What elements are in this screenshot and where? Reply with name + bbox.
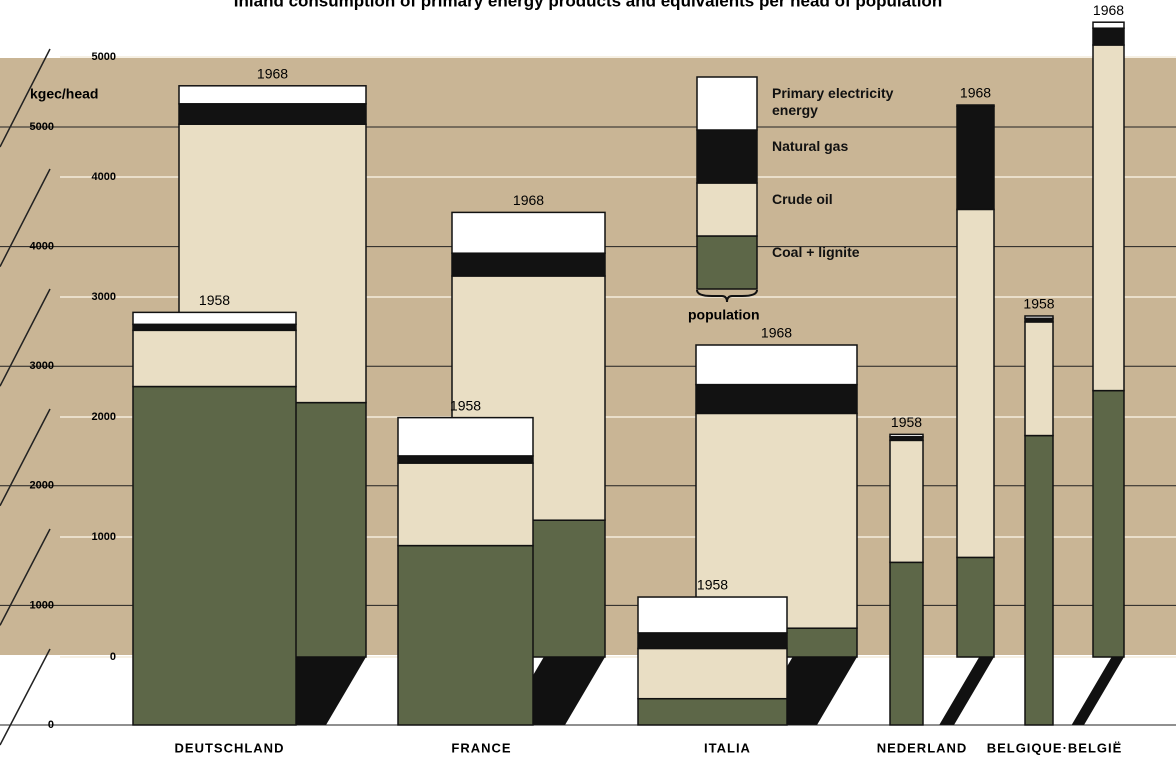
y-tick-label: 1000 [30, 599, 54, 611]
bar-segment [397, 416, 534, 457]
bar-segment [1092, 27, 1125, 46]
legend-swatch [696, 129, 758, 184]
y-tick-label: 4000 [30, 241, 54, 253]
bar-segment [1092, 389, 1125, 658]
tick-diagonal [0, 528, 51, 626]
y2-tick-label: 3000 [92, 291, 116, 303]
year-label: 1968 [257, 66, 288, 82]
legend-brace [696, 289, 758, 303]
year-label: 1958 [1023, 296, 1054, 312]
y2-tick-label: 1000 [92, 531, 116, 543]
bar-segment [637, 596, 788, 634]
bar-segment [178, 103, 367, 125]
year-label: 1958 [697, 577, 728, 593]
legend-label: Crude oil [772, 191, 833, 207]
bar-segment [178, 85, 367, 105]
bar-segment [397, 455, 534, 464]
y2-tick-label: 4000 [92, 171, 116, 183]
y-tick-label: 5000 [30, 121, 54, 133]
bar-segment [889, 561, 924, 726]
bar-segment [695, 383, 858, 415]
year-label: 1968 [960, 85, 991, 101]
year-label: 1968 [761, 325, 792, 341]
bar-shadow [939, 657, 994, 725]
bar-segment [637, 647, 788, 700]
bar-segment [889, 433, 924, 438]
tick-diagonal [0, 408, 51, 507]
legend-label: Primary electricity energy [772, 85, 894, 118]
y2-tick-label: 5000 [92, 51, 116, 63]
tick-diagonal [0, 648, 51, 746]
legend-swatch [696, 235, 758, 290]
legend [696, 76, 758, 290]
tick-diagonal [0, 168, 51, 267]
x-tick-label: DEUTSCHLAND [175, 740, 285, 755]
bar-segment [132, 323, 297, 332]
tick-diagonal [0, 288, 51, 387]
y-axis-label: kgec/head [30, 86, 98, 102]
bar-segment [1092, 21, 1125, 29]
bar-segment [889, 439, 924, 564]
bar-segment [132, 311, 297, 326]
year-label: 1968 [1093, 2, 1124, 18]
legend-swatch [696, 76, 758, 131]
bar-segment [132, 329, 297, 388]
bars: 1968 1968 1968 1968 1968 1958 1958 1958 1958 1958… [132, 2, 1125, 755]
bar-segment [1024, 434, 1054, 726]
year-label: 1958 [199, 292, 230, 308]
bar-segment [956, 556, 995, 658]
bar-segment [956, 104, 995, 107]
x-tick-label: BELGIQUE·BELGIË [987, 740, 1123, 755]
year-label: 1958 [450, 397, 481, 413]
x-tick-label: FRANCE [451, 740, 511, 755]
y2-tick-label: 0 [110, 651, 116, 663]
bar-segment [397, 544, 534, 726]
legend-swatch [696, 182, 758, 237]
bar-segment [956, 208, 995, 559]
y-tick-label: 0 [48, 719, 54, 731]
legend-note: population [688, 307, 760, 323]
year-label: 1958 [891, 414, 922, 430]
legend-label: Coal + lignite [772, 244, 860, 260]
legend-label: Natural gas [772, 138, 849, 154]
x-tick-label: NEDERLAND [877, 740, 968, 755]
bar-segment [695, 412, 858, 629]
chart-title: Inland consumption of primary energy pro… [234, 0, 942, 10]
bar-segment [451, 211, 606, 254]
bar-segment [1092, 44, 1125, 392]
bar-segment [451, 252, 606, 277]
bar-segment [637, 632, 788, 650]
x-tick-label: ITALIA [704, 740, 751, 755]
tick-diagonal [0, 48, 51, 148]
bar-segment [956, 105, 995, 211]
bar-segment [637, 697, 788, 726]
year-label: 1968 [513, 192, 544, 208]
bar-segment [1024, 321, 1054, 437]
y2-tick-label: 2000 [92, 411, 116, 423]
bar-shadow [1071, 657, 1124, 725]
bar-segment [1024, 315, 1054, 320]
bar-segment [695, 344, 858, 386]
y-tick-label: 3000 [30, 360, 54, 372]
bar-segment [397, 462, 534, 547]
y-tick-label: 2000 [30, 480, 54, 492]
bar-segment [132, 385, 297, 726]
